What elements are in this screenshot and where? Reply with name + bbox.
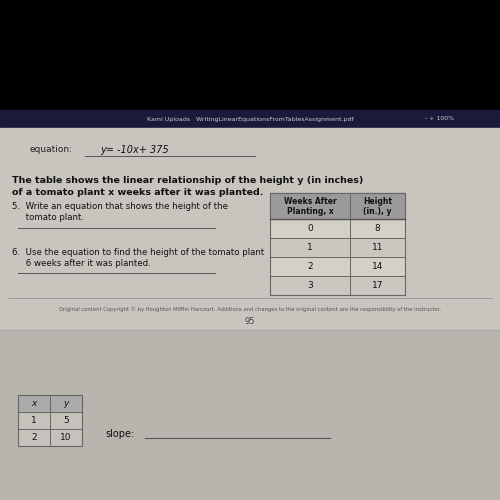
Text: Original content Copyright © by Houghton Mifflin Harcourt. Additions and changes: Original content Copyright © by Houghton…: [59, 306, 441, 312]
Bar: [0, 0, 500, 110]
Bar: [18, 395, 82, 412]
Text: 11: 11: [372, 243, 384, 252]
Text: 1: 1: [31, 416, 37, 425]
Bar: [270, 193, 405, 219]
Text: y= -10x+ 375: y= -10x+ 375: [100, 145, 169, 155]
Bar: [270, 238, 405, 257]
Text: 5: 5: [63, 416, 69, 425]
Text: Height: Height: [363, 198, 392, 206]
Text: 17: 17: [372, 281, 384, 290]
Bar: [0, 110, 500, 128]
Text: y: y: [64, 399, 68, 408]
Bar: [18, 412, 82, 429]
Text: 2: 2: [31, 433, 37, 442]
Text: tomato plant.: tomato plant.: [12, 213, 84, 222]
Text: slope:: slope:: [105, 429, 134, 439]
Text: equation:: equation:: [30, 145, 73, 154]
Text: 2: 2: [307, 262, 313, 271]
Bar: [18, 429, 82, 446]
Text: - + 100%: - + 100%: [426, 116, 454, 121]
Text: 95: 95: [245, 317, 256, 326]
Text: 6.  Use the equation to find the height of the tomato plant: 6. Use the equation to find the height o…: [12, 248, 264, 257]
Bar: [270, 257, 405, 276]
Text: 14: 14: [372, 262, 383, 271]
Bar: [270, 193, 405, 295]
Text: of a tomato plant x weeks after it was planted.: of a tomato plant x weeks after it was p…: [12, 188, 264, 197]
Text: 8: 8: [374, 224, 380, 233]
Bar: [18, 395, 82, 446]
Text: Kami Uploads   WritingLinearEquationsFromTablesAssignment.pdf: Kami Uploads WritingLinearEquationsFromT…: [146, 116, 354, 121]
Text: x: x: [32, 399, 36, 408]
Text: 5.  Write an equation that shows the height of the: 5. Write an equation that shows the heig…: [12, 202, 228, 211]
Text: 1: 1: [307, 243, 313, 252]
Text: 3: 3: [307, 281, 313, 290]
Text: Weeks After: Weeks After: [284, 198, 337, 206]
Bar: [270, 219, 405, 238]
Text: (in.), y: (in.), y: [363, 206, 392, 216]
Bar: [0, 128, 500, 330]
Text: 0: 0: [307, 224, 313, 233]
Text: 6 weeks after it was planted.: 6 weeks after it was planted.: [12, 259, 151, 268]
Text: Planting, x: Planting, x: [286, 206, 334, 216]
Bar: [270, 276, 405, 295]
Bar: [0, 330, 500, 500]
Text: 10: 10: [60, 433, 72, 442]
Text: The table shows the linear relationship of the height y (in inches): The table shows the linear relationship …: [12, 176, 364, 185]
